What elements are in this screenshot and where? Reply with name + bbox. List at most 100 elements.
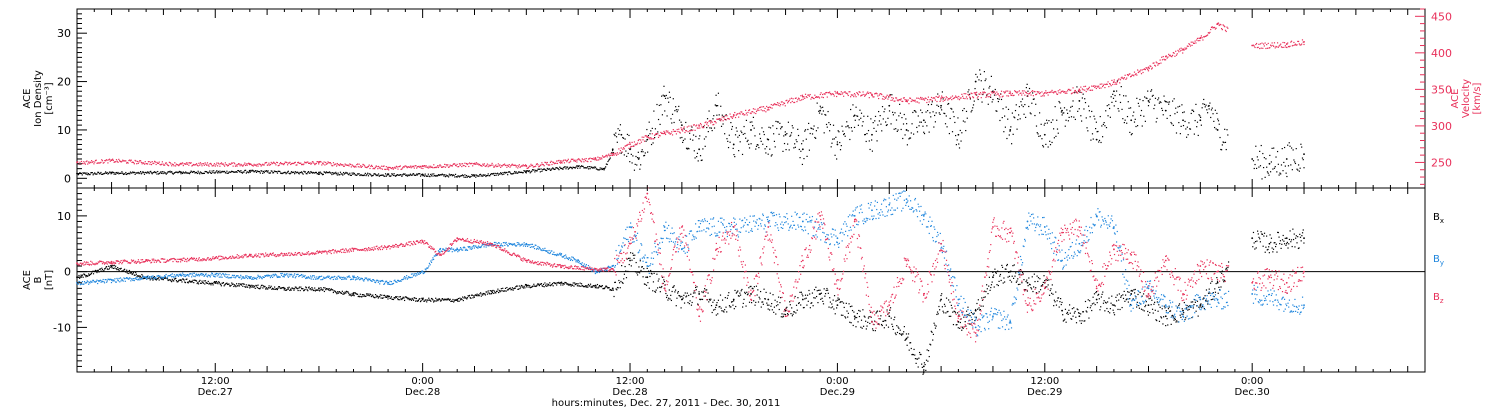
data-point-pink — [993, 91, 996, 93]
data-point-pink — [676, 128, 678, 131]
data-point-black — [81, 174, 83, 176]
data-point-black — [455, 176, 457, 178]
data-point-black — [273, 170, 275, 172]
data-point-Bx — [611, 289, 613, 291]
data-point-black — [411, 174, 413, 176]
data-point-Bx — [983, 290, 986, 292]
data-point-pink — [529, 165, 531, 167]
data-point-black — [244, 169, 246, 172]
data-point-Bx — [826, 287, 828, 290]
data-point-Bx — [916, 358, 919, 360]
data-point-Bx — [959, 321, 961, 324]
data-point-pink — [127, 162, 129, 164]
data-point-Bx — [345, 290, 348, 292]
data-point-Bx — [1057, 297, 1060, 299]
data-point-pink — [1018, 90, 1020, 92]
data-point-black — [641, 149, 643, 151]
data-point-pink — [218, 163, 220, 165]
data-point-pink — [366, 166, 368, 169]
data-point-Bx — [1062, 314, 1064, 316]
data-point-Bx — [1015, 281, 1017, 283]
data-point-black — [252, 170, 254, 172]
data-point-Bx — [286, 289, 288, 291]
data-point-black — [872, 122, 874, 124]
data-point-pink — [713, 123, 715, 126]
series-point-black — [110, 171, 113, 174]
data-point-pink — [139, 160, 142, 162]
data-point-black — [489, 173, 492, 176]
data-point-pink — [1119, 79, 1122, 81]
data-point-Bx — [1147, 314, 1149, 316]
data-point-pink — [1280, 43, 1282, 45]
data-point-black — [1042, 146, 1045, 148]
data-point-pink — [295, 164, 297, 166]
data-point-Bx — [726, 297, 729, 299]
velocity-axis-tick-label: 400 — [1431, 47, 1452, 60]
data-point-pink — [833, 95, 835, 97]
data-point-pink — [787, 102, 789, 104]
data-point-black — [1054, 106, 1056, 108]
data-point-black — [123, 173, 125, 175]
series-point-black — [819, 109, 822, 112]
data-point-pink — [781, 101, 783, 103]
data-point-pink — [325, 161, 327, 164]
data-point-Bx — [702, 291, 704, 294]
data-point-Bx — [627, 257, 630, 259]
data-point-pink — [1082, 89, 1084, 91]
data-point-Bx — [960, 318, 962, 320]
data-point-pink — [1056, 93, 1059, 96]
data-point-pink — [1161, 59, 1164, 61]
series-point-pink — [801, 95, 804, 98]
data-point-black — [936, 104, 938, 106]
data-point-pink — [708, 120, 710, 122]
data-point-pink — [355, 166, 357, 168]
data-point-pink — [692, 129, 694, 131]
data-point-black — [154, 172, 156, 174]
data-point-Bx — [810, 302, 812, 304]
data-point-pink — [478, 164, 480, 166]
data-point-pink — [793, 101, 795, 104]
data-point-Bx — [602, 288, 604, 290]
data-point-black — [1119, 101, 1122, 104]
data-point-Bx — [553, 282, 556, 284]
data-point-Bx — [437, 299, 440, 301]
data-point-black — [1074, 92, 1076, 94]
data-point-black — [1004, 126, 1006, 128]
data-point-pink — [830, 94, 832, 96]
data-point-Bx — [211, 282, 213, 284]
data-point-Bx — [1210, 298, 1212, 301]
data-point-pink — [416, 167, 418, 169]
data-point-Bx — [1068, 304, 1071, 306]
data-point-black — [167, 171, 170, 173]
data-point-black — [314, 172, 316, 174]
data-point-Bx — [267, 287, 269, 289]
data-point-black — [1088, 105, 1090, 107]
data-point-black — [118, 173, 120, 175]
data-point-Bx — [461, 298, 463, 301]
data-point-pink — [447, 164, 449, 166]
data-point-pink — [691, 129, 693, 132]
data-point-pink — [774, 103, 776, 105]
data-point-Bx — [1025, 280, 1027, 283]
data-point-black — [318, 173, 321, 175]
data-point-black — [371, 175, 373, 177]
data-point-pink — [496, 165, 498, 168]
data-point-black — [584, 167, 587, 169]
data-point-pink — [377, 168, 379, 170]
data-point-Bx — [989, 289, 991, 291]
data-point-pink — [754, 108, 756, 110]
data-point-pink — [862, 91, 864, 93]
data-point-black — [1178, 105, 1181, 107]
data-point-Bx — [389, 297, 391, 299]
data-point-Bx — [836, 307, 838, 309]
data-point-black — [356, 173, 359, 175]
data-point-pink — [430, 166, 433, 168]
data-point-pink — [297, 161, 299, 164]
data-point-Bx — [495, 292, 497, 294]
data-point-Bx — [761, 301, 763, 303]
data-point-black — [334, 172, 336, 175]
data-point-black — [162, 172, 164, 175]
data-point-Bx — [564, 281, 566, 284]
data-point-Bx — [1110, 302, 1112, 304]
data-point-Bx — [771, 309, 773, 311]
